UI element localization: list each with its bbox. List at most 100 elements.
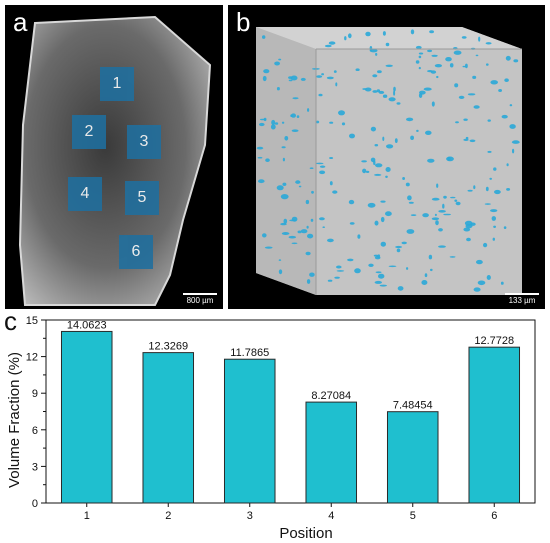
pore [382,94,388,98]
bar-value-label: 11.7865 [230,347,269,359]
pore [465,63,468,69]
pore [288,235,296,239]
pore [278,269,283,275]
pore [379,284,387,287]
pore [393,86,396,92]
x-tick-label: 5 [410,510,416,522]
pore [374,280,382,284]
x-axis-title: Position [279,525,332,542]
pore [487,119,491,122]
pore [329,157,334,159]
pore [406,117,414,122]
pore [333,70,337,73]
pore [421,280,428,285]
bar-position-3 [223,358,276,504]
pore [336,270,345,272]
pore [410,214,417,217]
pore [378,273,385,279]
bar-value-label: 8.27084 [311,390,351,402]
pore [290,75,298,81]
pore [378,90,385,94]
pore [424,273,428,278]
bar-value-label: 12.3269 [148,341,188,353]
plot-frame [45,319,536,504]
pore [291,113,296,118]
pore [373,254,379,257]
bar-value-label: 7.48454 [393,400,433,412]
pore [406,229,415,234]
pore [394,138,398,144]
pore [469,139,476,143]
pore [466,237,471,242]
pore [486,63,489,66]
pore [467,189,473,192]
pore [300,77,306,81]
pore [319,170,326,175]
pore [419,90,426,95]
pore [291,242,298,245]
pore [408,201,414,204]
scale-bar-a: 800 µm [183,293,217,305]
bar-value-label: 14.0623 [67,319,107,331]
pore [506,163,509,167]
pore [354,268,361,274]
pore [393,90,396,96]
pore [263,69,270,74]
pore [319,165,326,168]
pore [276,185,284,191]
pore [436,75,439,79]
pore [453,50,462,55]
pore [438,245,446,248]
pore [281,232,290,235]
y-tick-label: 9 [32,388,38,400]
pore [454,83,459,88]
chart-labels: 14.0623 12.3269 11.7865 8.27084 7.48454 12.77… [67,319,514,411]
pore [503,226,507,230]
pore [463,138,469,141]
pore [365,170,370,173]
pore [319,217,325,221]
pore [472,75,477,79]
pore [449,256,456,258]
pore [473,185,476,190]
pore [435,220,439,226]
pore [410,135,414,140]
pore [355,68,360,71]
pore [511,140,520,144]
pore [280,194,289,200]
pore [262,35,266,39]
pore [375,163,383,168]
pore [370,157,376,163]
pore [450,196,456,199]
cube-top-face [256,27,522,49]
pore [485,186,489,192]
pore [385,175,388,178]
pore [265,158,270,162]
pore [278,58,282,61]
pore [311,190,314,194]
pore [477,280,486,286]
pore [283,218,288,224]
pore [380,241,386,247]
pore [455,201,461,206]
pore [473,287,481,292]
pore [427,158,435,163]
pore [292,97,299,100]
panel-a-label: a [13,7,28,37]
pore [310,218,314,222]
pore [318,93,323,97]
pore [473,105,480,109]
pore [364,87,372,92]
pore [257,156,263,159]
pore [478,36,481,42]
panel-b-3d-render: b 133 µm [228,5,545,309]
pore [374,173,382,176]
pore [385,42,390,47]
pore [324,44,332,48]
pore-network [256,29,520,292]
pore [475,54,479,57]
pore [438,228,443,232]
pore [348,199,355,205]
region-marker-4: 4 [68,177,102,211]
